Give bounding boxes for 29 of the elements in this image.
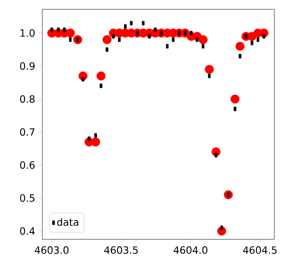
y-tick-label: 0.8 — [20, 95, 35, 103]
x-tick-label: 4603.5 — [104, 246, 138, 254]
point — [236, 42, 244, 51]
y-tick-label: 0.4 — [20, 227, 35, 235]
point — [202, 44, 204, 48]
point — [154, 28, 157, 32]
point — [91, 137, 100, 146]
point — [172, 37, 175, 42]
y-tick-label: 0.6 — [20, 161, 35, 169]
point — [142, 20, 145, 26]
x-tick-label: 4603.0 — [34, 246, 69, 254]
point — [204, 64, 214, 74]
x-tick-label: 4604.5 — [243, 246, 277, 254]
x-tick-label: 4604.0 — [174, 246, 208, 254]
legend-label: data — [57, 218, 78, 226]
point — [50, 28, 54, 32]
y-tick-label: 0.9 — [20, 62, 35, 70]
point — [96, 71, 106, 80]
point — [57, 28, 60, 32]
point — [82, 77, 84, 82]
point — [166, 44, 169, 48]
point — [63, 28, 66, 32]
y-tick-label: 0.5 — [20, 194, 34, 202]
y-tick-label: 0.7 — [20, 128, 34, 136]
point — [220, 226, 223, 230]
point — [102, 35, 112, 44]
point — [230, 94, 240, 104]
y-tick-label: 1.0 — [20, 29, 35, 37]
point — [198, 35, 208, 44]
